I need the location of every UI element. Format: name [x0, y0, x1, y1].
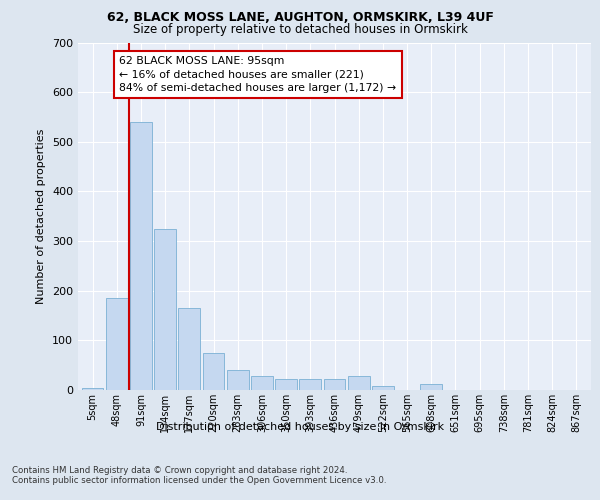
Text: Distribution of detached houses by size in Ormskirk: Distribution of detached houses by size …: [156, 422, 444, 432]
Bar: [348, 376, 370, 390]
Bar: [421, 384, 442, 390]
Bar: [154, 228, 176, 390]
Bar: [275, 379, 297, 390]
Bar: [299, 379, 321, 390]
Text: Contains public sector information licensed under the Open Government Licence v3: Contains public sector information licen…: [12, 476, 386, 485]
Bar: [130, 122, 152, 390]
Bar: [251, 376, 273, 390]
Bar: [323, 379, 346, 390]
Text: 62 BLACK MOSS LANE: 95sqm
← 16% of detached houses are smaller (221)
84% of semi: 62 BLACK MOSS LANE: 95sqm ← 16% of detac…: [119, 56, 396, 93]
Bar: [178, 308, 200, 390]
Bar: [82, 388, 103, 390]
Y-axis label: Number of detached properties: Number of detached properties: [37, 128, 46, 304]
Bar: [372, 386, 394, 390]
Text: 62, BLACK MOSS LANE, AUGHTON, ORMSKIRK, L39 4UF: 62, BLACK MOSS LANE, AUGHTON, ORMSKIRK, …: [107, 11, 493, 24]
Text: Contains HM Land Registry data © Crown copyright and database right 2024.: Contains HM Land Registry data © Crown c…: [12, 466, 347, 475]
Bar: [106, 298, 128, 390]
Bar: [227, 370, 248, 390]
Bar: [203, 353, 224, 390]
Text: Size of property relative to detached houses in Ormskirk: Size of property relative to detached ho…: [133, 22, 467, 36]
